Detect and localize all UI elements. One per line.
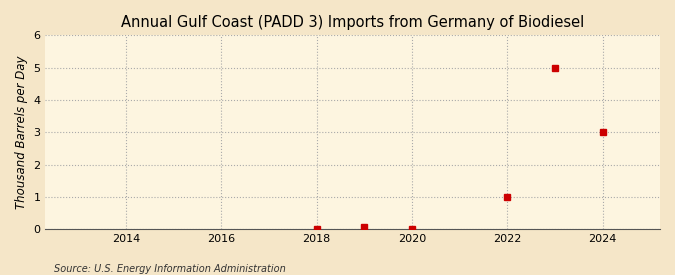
Y-axis label: Thousand Barrels per Day: Thousand Barrels per Day [15,56,28,209]
Text: Source: U.S. Energy Information Administration: Source: U.S. Energy Information Administ… [54,264,286,274]
Title: Annual Gulf Coast (PADD 3) Imports from Germany of Biodiesel: Annual Gulf Coast (PADD 3) Imports from … [121,15,584,30]
